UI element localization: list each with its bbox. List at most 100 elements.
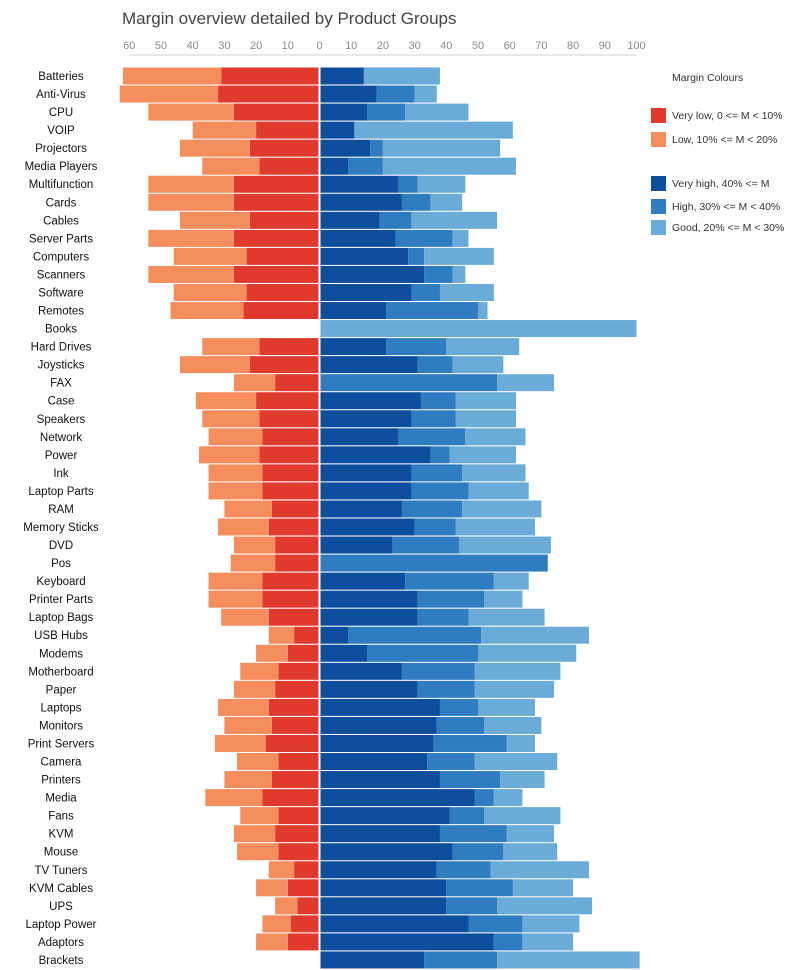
bar-segment-s2 (319, 951, 425, 969)
x-axis: 60 50 40 30 20 10 0 10 20 30 40 50 60 70 80 90 100 (123, 40, 646, 56)
bar-segment-s4 (506, 734, 536, 752)
bar-segment-s1 (218, 698, 269, 716)
bar-segment-s3 (424, 951, 498, 969)
bar-segment-s1 (148, 229, 234, 247)
bar-segment-s4 (481, 626, 589, 644)
legend-swatch (651, 220, 666, 235)
bar-segment-s3 (433, 734, 507, 752)
bar-segment-s4 (478, 698, 536, 716)
bar-segment-s0 (278, 843, 320, 861)
bar-segment-s2 (319, 590, 418, 608)
bar-segment-s2 (319, 662, 402, 680)
bar-segment-s0 (256, 121, 320, 139)
bar-segment-s2 (319, 121, 355, 139)
bar-segment-s0 (259, 410, 320, 428)
bar-segment-s3 (395, 229, 453, 247)
bar-segment-s0 (233, 175, 320, 193)
bar-segment-s4 (449, 446, 517, 464)
bar-segment-s4 (474, 753, 558, 771)
bar-segment-s0 (262, 789, 320, 807)
bar-segment-s2 (319, 500, 402, 518)
bar-segment-s3 (446, 879, 513, 897)
bar-segment-s0 (275, 680, 320, 698)
bar-segment-s0 (262, 464, 320, 482)
legend-label: Good, 20% <= M < 30% (672, 222, 784, 234)
x-tick-label: 70 (535, 40, 547, 52)
x-tick-label: 60 (123, 40, 135, 52)
bar-segment-s4 (512, 879, 574, 897)
bar-segment-s3 (436, 861, 491, 879)
legend-label: Very high, 40% <= M (672, 178, 769, 190)
bar-segment-s3 (427, 753, 475, 771)
x-tick-label: 30 (218, 40, 230, 52)
bar-segment-s1 (233, 374, 276, 392)
bar-segment-s0 (297, 897, 320, 915)
x-tick-label: 10 (282, 40, 294, 52)
bar-segment-s3 (439, 825, 507, 843)
bar-segment-s2 (319, 139, 371, 157)
category-label: Keyboard (36, 576, 85, 588)
category-label: Laptops (41, 702, 82, 714)
x-tick-label: 50 (472, 40, 484, 52)
bar-segment-s2 (319, 482, 412, 500)
bar-segment-s2 (319, 410, 412, 428)
bar-segment-s1 (192, 121, 257, 139)
category-label: Cards (46, 197, 77, 209)
bar-segment-s4 (462, 500, 542, 518)
bar-segment-s2 (319, 626, 349, 644)
bar-segment-s1 (256, 644, 288, 662)
category-label: Adaptors (38, 937, 84, 949)
bar-segment-s2 (319, 175, 399, 193)
bar-segment-s4 (497, 374, 555, 392)
bar-segment-s3 (411, 464, 463, 482)
category-label: Case (48, 396, 75, 408)
category-label: Memory Sticks (23, 522, 99, 534)
bar-segment-s0 (246, 247, 320, 265)
bar-segment-s4 (382, 157, 517, 175)
bar-segment-s3 (417, 590, 485, 608)
bar-segment-s2 (319, 536, 393, 554)
legend-swatch (651, 132, 666, 147)
bar-segment-s2 (319, 518, 415, 536)
bar-segment-s1 (268, 626, 295, 644)
category-label: Laptop Parts (28, 486, 93, 498)
bar-segment-s0 (233, 103, 320, 121)
bar-segment-s3 (386, 302, 478, 320)
bar-segment-s0 (287, 644, 320, 662)
bar-segment-s0 (278, 662, 320, 680)
bar-segment-s0 (249, 211, 320, 229)
bar-segment-s3 (376, 85, 415, 103)
bar-segment-s1 (224, 716, 272, 734)
bar-segment-s4 (414, 85, 437, 103)
bar-segment-s3 (439, 771, 501, 789)
bar-segment-s4 (455, 410, 517, 428)
bar-segment-s3 (348, 157, 383, 175)
bar-segment-s4 (417, 175, 466, 193)
bar-segment-s4 (363, 67, 440, 85)
bar-segment-s0 (256, 392, 320, 410)
x-tick-label: 40 (187, 40, 199, 52)
x-tick-label: 0 (316, 40, 322, 52)
bar-segment-s1 (240, 662, 279, 680)
bar-segment-s1 (119, 85, 219, 103)
category-label: Computers (33, 251, 89, 263)
bar-segment-s0 (268, 608, 320, 626)
x-tick-label: 90 (599, 40, 611, 52)
bar-segment-s3 (405, 572, 494, 590)
bar-segment-s3 (319, 374, 498, 392)
bar-segment-s0 (246, 283, 320, 301)
bar-segment-s4 (478, 302, 488, 320)
bar-segment-s0 (287, 879, 320, 897)
bar-segment-s4 (465, 428, 526, 446)
category-label: Cables (43, 215, 79, 227)
category-label: Printer Parts (29, 594, 93, 606)
category-label: FAX (50, 378, 72, 390)
bar-segment-s4 (382, 139, 501, 157)
bar-segment-s2 (319, 734, 434, 752)
x-tick-label: 100 (627, 40, 645, 52)
bar-segment-s2 (319, 753, 428, 771)
legend: Margin Colours Very low, 0 <= M < 10% Low… (651, 72, 784, 235)
category-label: RAM (48, 504, 74, 516)
x-tick-label: 50 (155, 40, 167, 52)
